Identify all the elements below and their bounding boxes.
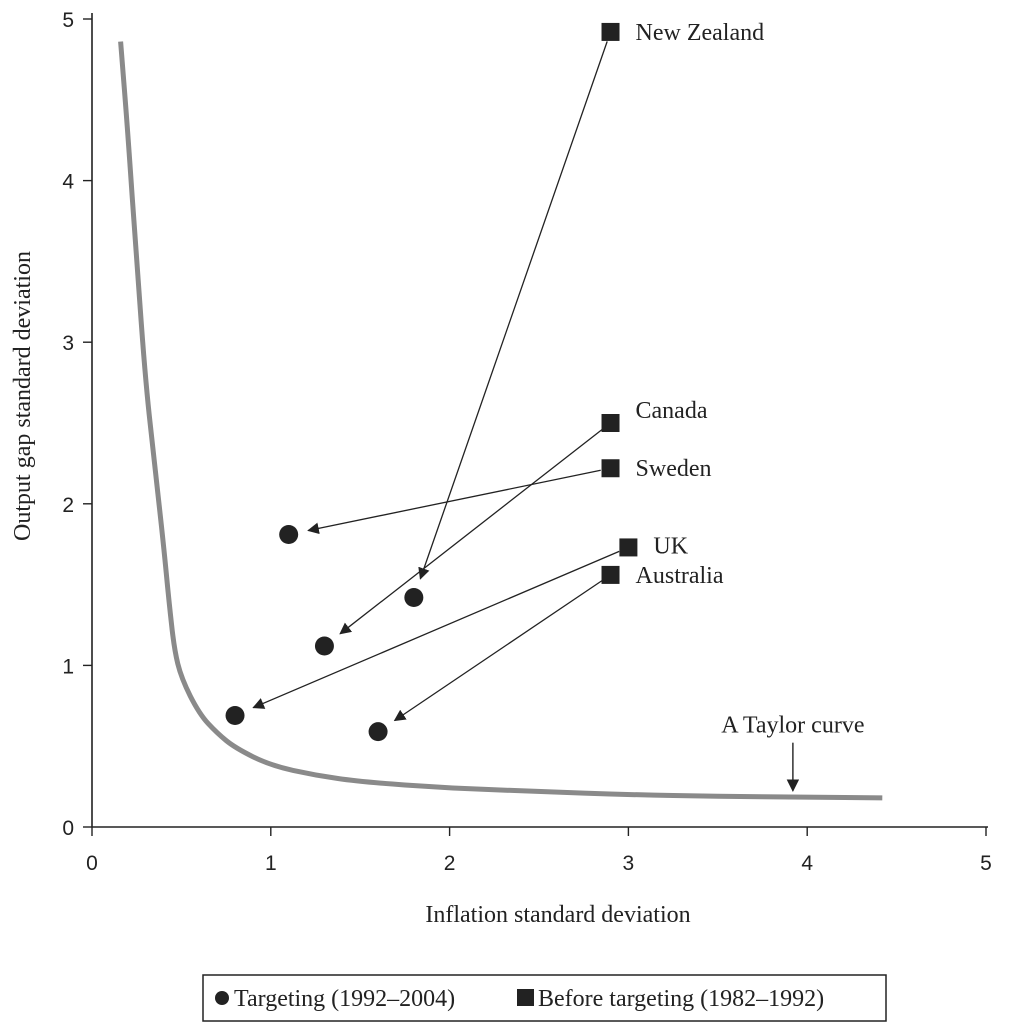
arrow-uk [252,550,620,709]
x-tick-label: 2 [444,852,456,875]
y-tick-label: 5 [62,9,74,32]
x-axis-title: Inflation standard deviation [425,902,690,928]
x-tick-label: 3 [623,852,635,875]
y-tick-label: 1 [62,655,74,678]
before-point-new-zealand [601,22,620,41]
country-label-canada: Canada [636,398,708,424]
transition-arrows [252,41,620,722]
before-point-australia [601,565,620,584]
taylor-curve-layer: A Taylor curve [118,41,883,801]
before-point-uk [619,538,638,557]
arrow-canada [339,428,603,635]
legend-label-targeting: Targeting (1992–2004) [234,986,455,1012]
taylor-curve-line [118,41,883,801]
targeting-point-uk [225,705,245,725]
data-markers [225,22,638,742]
before-point-canada [601,414,620,432]
legend-box [202,974,887,1022]
country-labels: New Zealand Canada Sweden UK Australia [636,20,765,589]
y-tick-label: 2 [62,494,74,517]
x-tick-label: 4 [801,852,813,875]
before-point-sweden [601,459,620,478]
targeting-point-australia [368,722,388,742]
x-tick-label: 1 [265,852,277,875]
legend-square-marker [517,989,534,1006]
legend: Targeting (1992–2004) Before targeting (… [202,974,887,1022]
chart-ticks: 0 1 2 3 4 5 0 1 2 3 4 5 [62,9,992,875]
country-label-new-zealand: New Zealand [636,20,765,46]
country-label-australia: Australia [636,563,724,589]
legend-circle-marker [215,991,229,1005]
targeting-point-canada [314,636,334,656]
y-axis-title: Output gap standard deviation [10,251,36,541]
arrow-australia [393,579,603,722]
taylor-curve-label: A Taylor curve [721,713,864,739]
legend-label-before-targeting: Before targeting (1982–1992) [538,986,824,1012]
x-tick-label: 0 [86,852,98,875]
arrow-sweden [307,469,601,535]
targeting-point-sweden [279,525,299,545]
country-label-sweden: Sweden [636,456,712,482]
y-tick-label: 3 [62,332,74,355]
y-tick-label: 4 [62,171,74,194]
chart-axes [91,13,988,828]
arrow-new-zealand [418,41,608,580]
x-tick-label: 5 [980,852,992,875]
targeting-point-new-zealand [404,588,424,608]
y-tick-label: 0 [62,817,74,840]
country-label-uk: UK [653,533,688,559]
